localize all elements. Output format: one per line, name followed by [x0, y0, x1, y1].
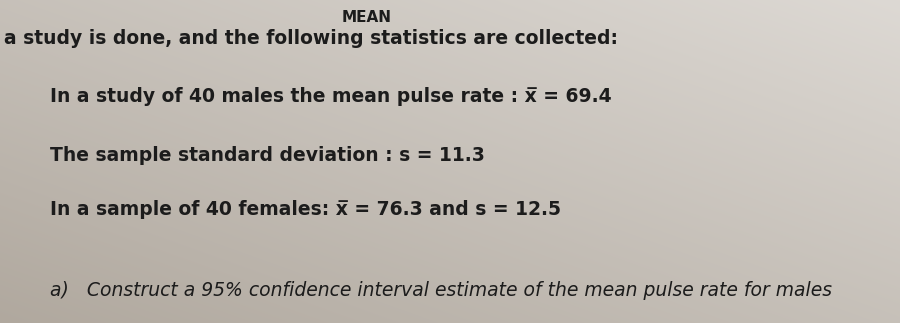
Text: The sample standard deviation : s = 11.3: The sample standard deviation : s = 11.3 [50, 146, 484, 164]
Text: MEAN: MEAN [342, 10, 392, 25]
Text: a)   Construct a 95% confidence interval estimate of the mean pulse rate for mal: a) Construct a 95% confidence interval e… [50, 281, 832, 300]
Text: In a sample of 40 females: x̅ = 76.3 and s = 12.5: In a sample of 40 females: x̅ = 76.3 and… [50, 201, 561, 219]
Text: In a study of 40 males the mean pulse rate : x̅ = 69.4: In a study of 40 males the mean pulse ra… [50, 88, 611, 106]
Text: a study is done, and the following statistics are collected:: a study is done, and the following stati… [4, 29, 618, 48]
